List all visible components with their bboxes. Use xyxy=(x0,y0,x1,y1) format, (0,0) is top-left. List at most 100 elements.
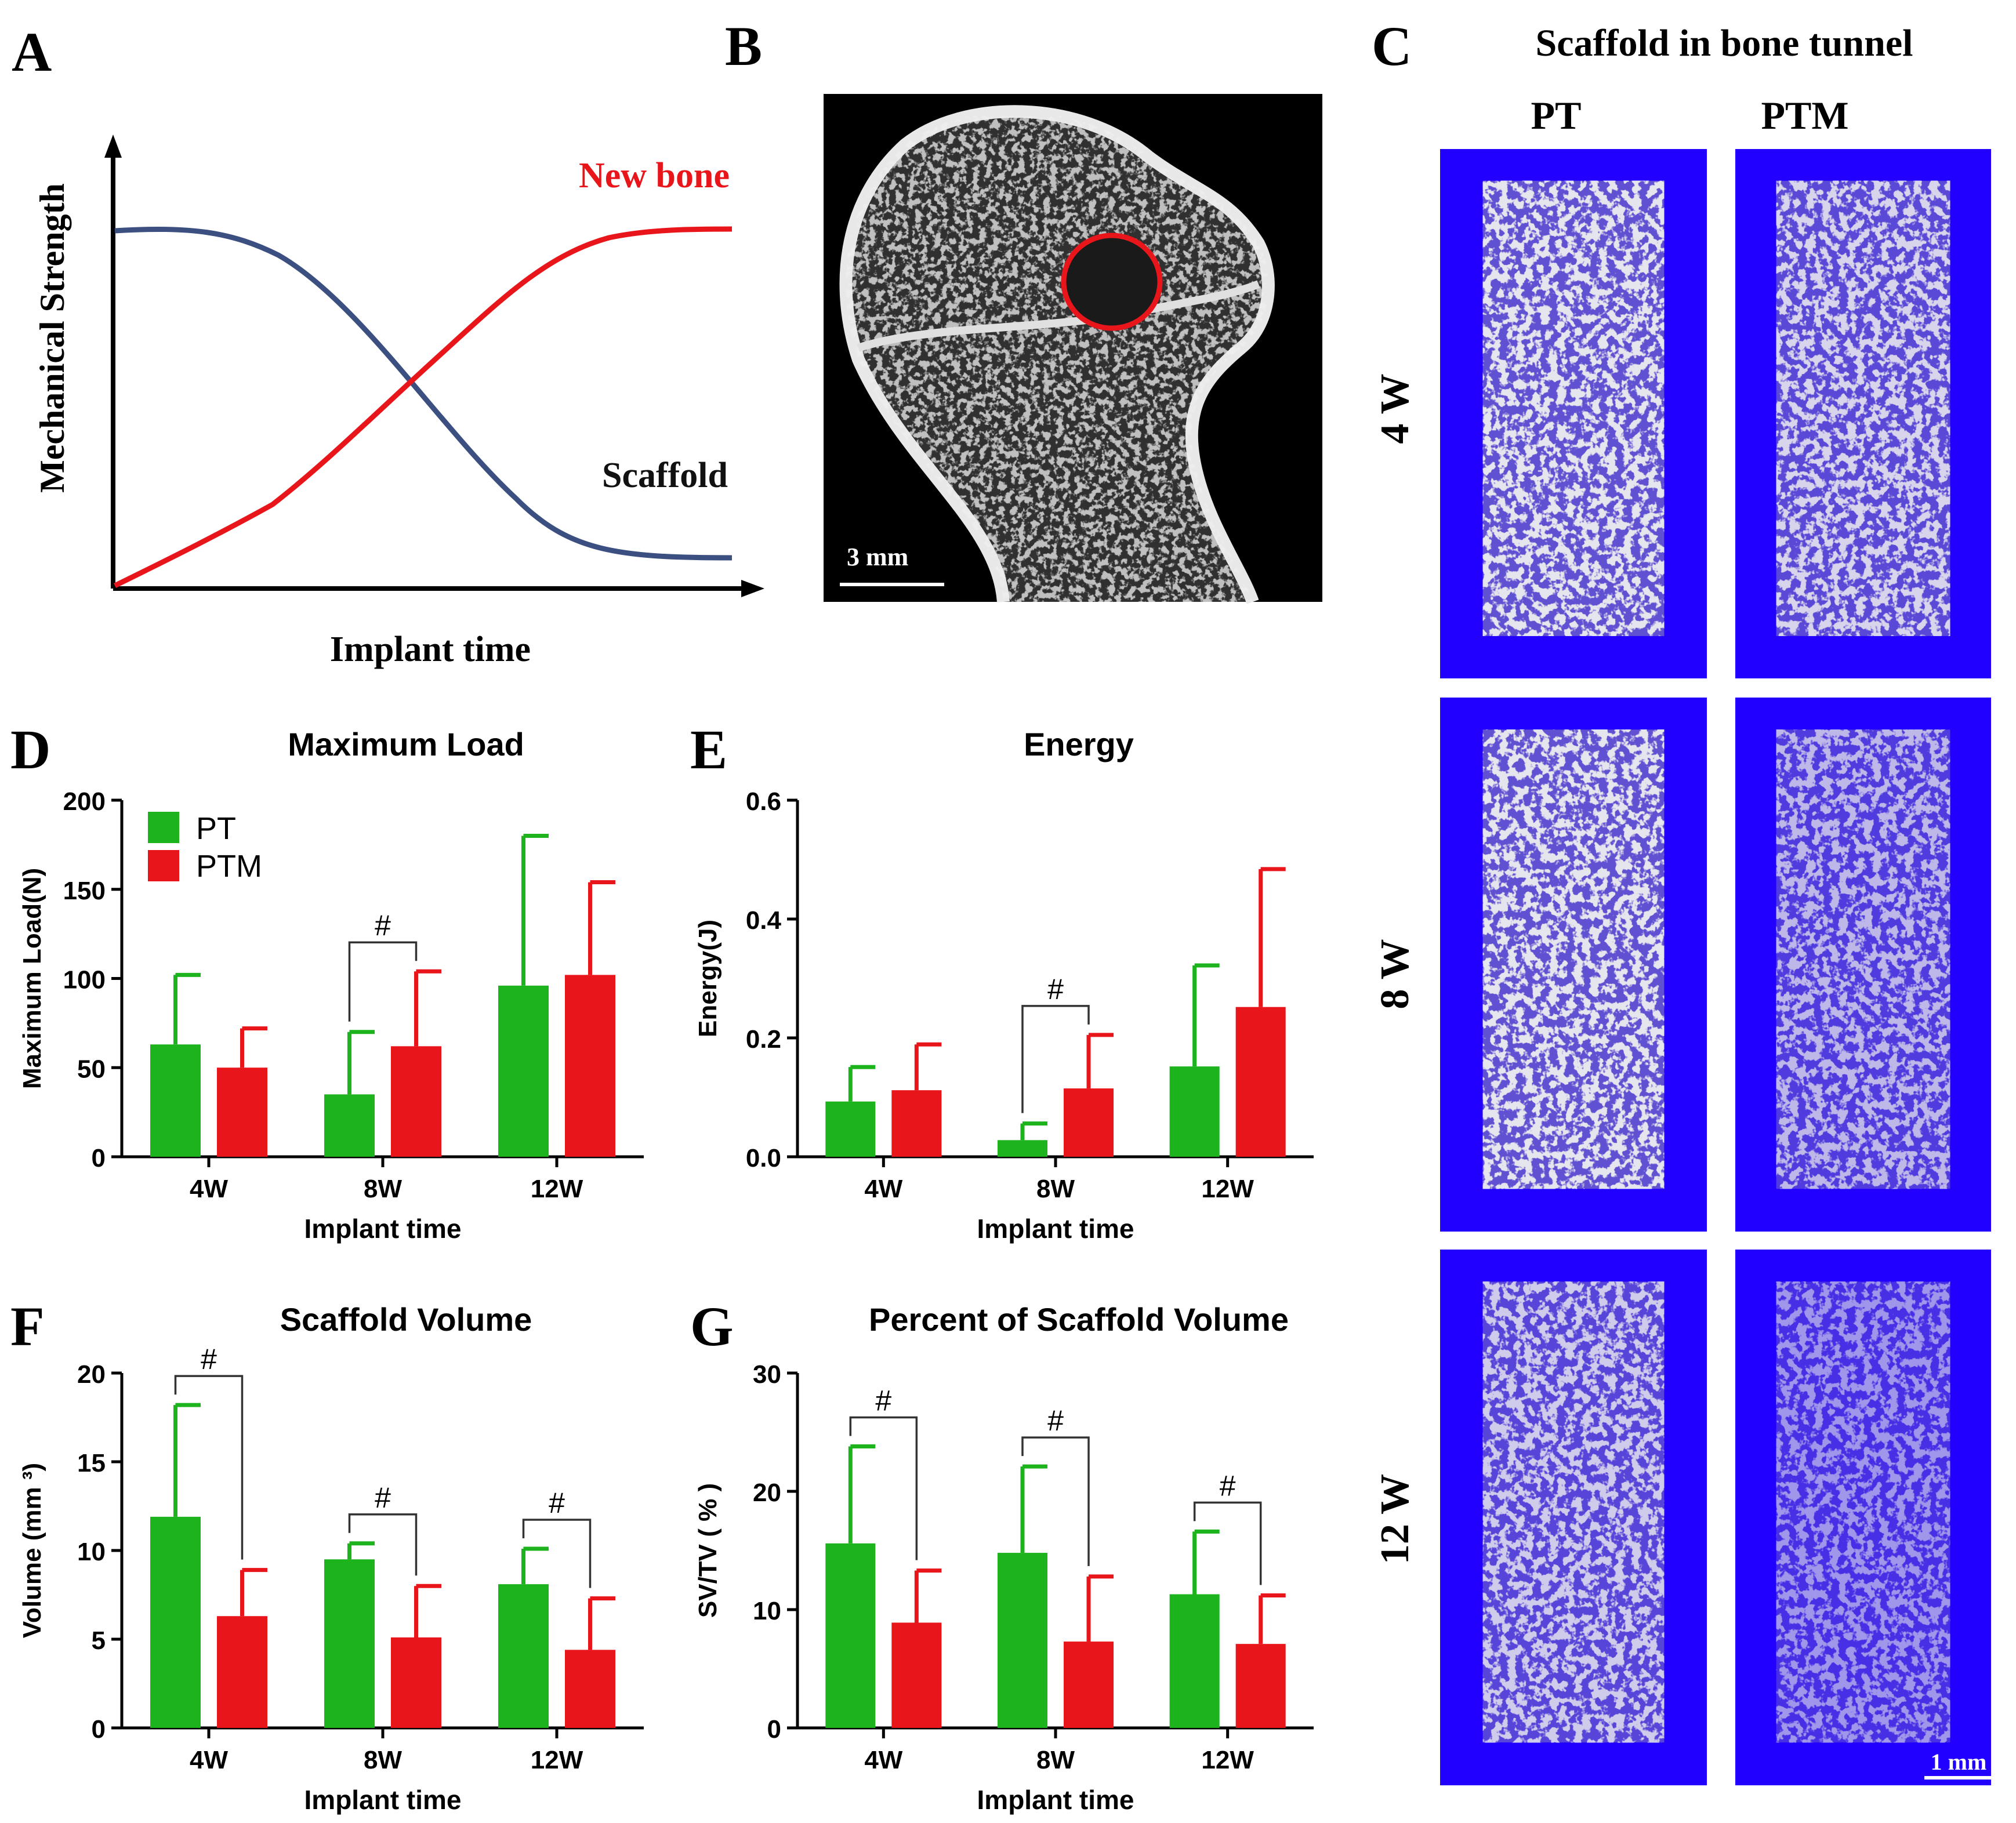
legend-pt-label: PT xyxy=(196,811,236,846)
ct-image-pt-4w xyxy=(1440,149,1707,678)
panel-e-chart: Energy 0.0 0.2 0.4 0.6 Energy(J) Implant time 4… xyxy=(694,726,1314,1244)
scaffold-texture xyxy=(1776,1281,1950,1743)
bar-ptm-4w xyxy=(891,1090,942,1157)
legend-ptm-swatch xyxy=(148,850,179,881)
panel-c-title: Scaffold in bone tunnel xyxy=(1536,22,1913,64)
y-tick-label: 15 xyxy=(77,1449,106,1477)
significance-bracket xyxy=(849,1416,918,1560)
panel-c-row-8w: 8 W xyxy=(1373,939,1417,1009)
panel-d-chart: Maximum Load 0 50 100 150 200 Maximum Load(N) I… xyxy=(18,726,644,1244)
panel-label-e: E xyxy=(690,718,727,780)
x-tick-label: 8W xyxy=(1036,1746,1075,1774)
significance-mark: # xyxy=(1047,1404,1064,1437)
chart-title: Percent of Scaffold Volume xyxy=(869,1301,1289,1338)
bar-ptm-8w xyxy=(1064,1088,1114,1157)
y-tick-label: 20 xyxy=(77,1360,106,1389)
x-tick-label: 4W xyxy=(190,1175,228,1203)
bar-ptm-4w xyxy=(217,1067,267,1157)
significance-mark: # xyxy=(1047,973,1064,1005)
bar-ptm-12w xyxy=(565,1650,615,1728)
legend-pt-swatch xyxy=(148,812,179,843)
bar-ptm-12w xyxy=(1235,1007,1286,1157)
y-tick-label: 0 xyxy=(767,1715,781,1744)
chart-title: Scaffold Volume xyxy=(280,1301,532,1338)
panel-b-scale-label: 3 mm xyxy=(847,543,908,571)
scaffold-texture xyxy=(1482,729,1665,1189)
ct-image-pt-12w xyxy=(1440,1250,1707,1785)
y-tick-label: 0 xyxy=(92,1715,106,1744)
panel-d-extra: D PT PTM xyxy=(10,718,262,884)
significance-mark: # xyxy=(875,1384,891,1417)
x-tick-label: 4W xyxy=(864,1746,902,1774)
x-tick-label: 12W xyxy=(531,1746,583,1774)
bar-pt-8w xyxy=(324,1094,375,1157)
significance-bracket xyxy=(348,1513,418,1576)
y-tick-label: 5 xyxy=(92,1626,106,1655)
x-axis-label: Implant time xyxy=(977,1214,1134,1244)
scaffold-texture xyxy=(1776,729,1950,1189)
bar-pt-12w xyxy=(1169,1594,1220,1728)
bar-pt-8w xyxy=(997,1553,1047,1728)
panel-a-x-label: Implant time xyxy=(330,630,531,669)
panel-label-d: D xyxy=(10,718,50,780)
bar-pt-4w xyxy=(825,1101,876,1157)
y-tick-label: 10 xyxy=(77,1538,106,1566)
panel-a: A New bone Scaffold Mechanical Strength … xyxy=(12,21,764,669)
significance-bracket xyxy=(348,941,418,1022)
y-tick-label: 0.4 xyxy=(746,906,782,935)
chart-title: Maximum Load xyxy=(288,726,524,762)
ct-image-grid xyxy=(1440,149,1991,1785)
panel-c: C Scaffold in bone tunnel PT PTM 4 W 8 W… xyxy=(1372,15,1993,1785)
panel-a-y-arrow xyxy=(104,135,122,158)
x-axis-label: Implant time xyxy=(977,1785,1134,1815)
x-tick-label: 8W xyxy=(364,1175,402,1203)
bar-ptm-4w xyxy=(217,1616,267,1728)
bar-ptm-8w xyxy=(1064,1642,1114,1728)
panel-a-y-label: Mechanical Strength xyxy=(33,183,71,493)
bar-pt-12w xyxy=(498,985,549,1157)
y-tick-label: 150 xyxy=(63,877,106,905)
x-tick-label: 12W xyxy=(1201,1175,1254,1203)
y-tick-label: 30 xyxy=(753,1360,781,1389)
y-tick-label: 0.0 xyxy=(746,1144,781,1172)
x-axis-label: Implant time xyxy=(304,1214,462,1244)
bar-pt-12w xyxy=(1169,1066,1220,1157)
panel-c-row-4w: 4 W xyxy=(1373,373,1417,444)
scaffold-curve xyxy=(114,226,733,561)
x-tick-label: 12W xyxy=(531,1175,583,1203)
legend-ptm-label: PTM xyxy=(196,849,262,884)
bar-pt-4w xyxy=(150,1044,201,1157)
x-tick-label: 4W xyxy=(190,1746,228,1774)
panel-g-chart: Percent of Scaffold Volume 0 10 20 30 SV/TV (… xyxy=(694,1301,1314,1815)
bar-ptm-4w xyxy=(891,1622,942,1728)
y-tick-label: 0.2 xyxy=(746,1025,781,1054)
x-tick-label: 8W xyxy=(364,1746,402,1774)
significance-bracket xyxy=(522,1519,592,1588)
ct-image-ptm-8w xyxy=(1735,698,1991,1232)
y-tick-label: 200 xyxy=(63,787,106,816)
significance-mark: # xyxy=(375,1481,391,1514)
y-axis-label: Energy(J) xyxy=(694,920,722,1037)
panel-c-row-12w: 12 W xyxy=(1373,1474,1417,1564)
significance-bracket xyxy=(1021,1436,1090,1566)
panel-label-g: G xyxy=(690,1295,734,1357)
y-tick-label: 50 xyxy=(77,1055,106,1083)
ct-image-ptm-4w xyxy=(1735,149,1991,678)
panel-label-f: F xyxy=(10,1295,45,1357)
panel-f-chart: Scaffold Volume 0 5 10 15 20 Volume (mm ³) Impl… xyxy=(18,1301,644,1815)
y-tick-label: 0.6 xyxy=(746,787,781,816)
tunnel-marker-circle xyxy=(1061,233,1163,331)
x-axis-label: Implant time xyxy=(304,1785,462,1815)
panel-b: B 3 mm xyxy=(725,15,1322,604)
scaffold-texture xyxy=(1776,180,1950,636)
bar-pt-8w xyxy=(997,1140,1047,1157)
ct-image-pt-8w xyxy=(1440,698,1707,1232)
newbone-curve xyxy=(114,226,733,589)
newbone-label: New bone xyxy=(579,156,730,195)
significance-mark: # xyxy=(1220,1469,1236,1502)
scaffold-label: Scaffold xyxy=(602,456,728,495)
bar-ptm-12w xyxy=(1235,1644,1286,1728)
bar-ptm-12w xyxy=(565,975,615,1157)
scaffold-texture xyxy=(1482,1281,1665,1743)
